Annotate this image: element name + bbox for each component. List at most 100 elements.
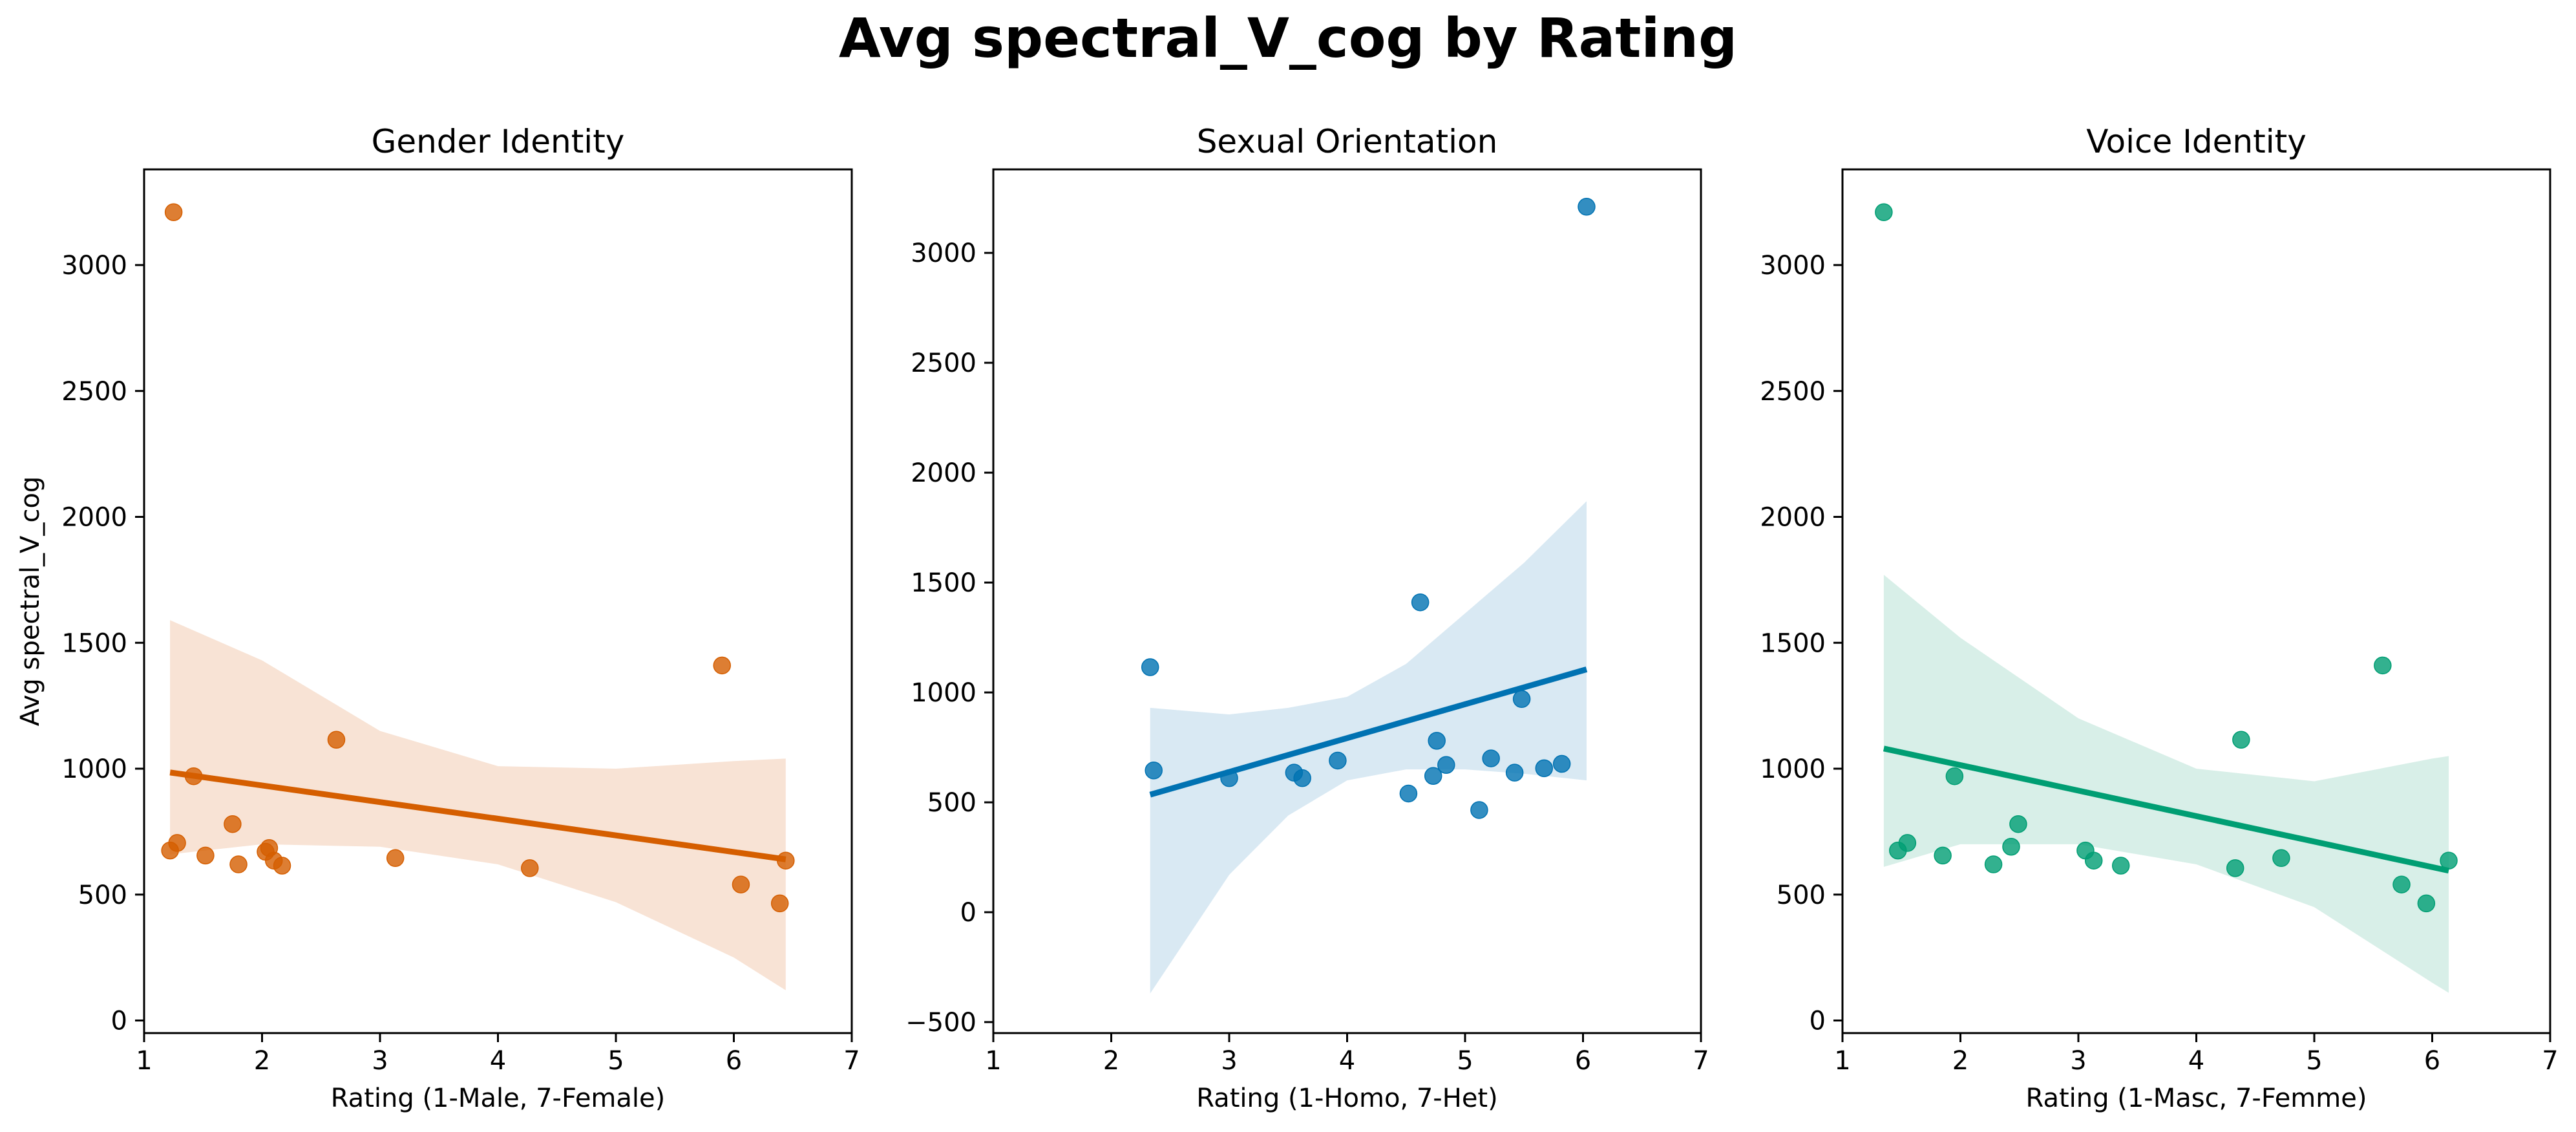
panel-1-trend-line <box>169 769 787 862</box>
panel-3-y-tick-label-0: 0 <box>1810 1007 1826 1036</box>
panel-1-y-tick-label-1000: 1000 <box>61 754 127 784</box>
panel-2-point-18 <box>1578 198 1596 216</box>
panel-1-x-tick-label-5: 5 <box>607 1046 624 1076</box>
panel-1-title: Gender Identity <box>372 123 625 160</box>
panel-1-point-6 <box>224 815 242 833</box>
panel-1-y-tick-label-0: 0 <box>111 1007 127 1036</box>
panel-1-y-tick-label-2500: 2500 <box>61 377 127 407</box>
panel-3-point-3 <box>1898 834 1917 852</box>
panel-3-y-tick-label-1000: 1000 <box>1760 754 1826 784</box>
y-axis-label: Avg spectral_V_cog <box>16 476 45 727</box>
panel-1-point-7 <box>229 855 248 873</box>
panel-3-title: Voice Identity <box>2086 123 2307 160</box>
panel-1-confidence-band <box>170 620 786 990</box>
panel-3-y-tick-label-2000: 2000 <box>1760 503 1826 533</box>
panel-2-point-1 <box>1141 658 1159 676</box>
panel-3-x-tick-label-6: 6 <box>2424 1046 2440 1076</box>
panel-1-x-tick-label-7: 7 <box>843 1046 860 1076</box>
panel-3-point-4 <box>1934 846 1952 865</box>
panel-3-y-tick-label-3000: 3000 <box>1760 251 1826 281</box>
panel-1-x-tick-label-3: 3 <box>372 1046 388 1076</box>
panel-1-point-1 <box>164 203 183 221</box>
panel-2-y-tick-label-1500: 1500 <box>911 568 977 598</box>
panel-1-point-14 <box>521 859 539 877</box>
panel-1-point-16 <box>732 875 750 893</box>
panel-1-point-4 <box>184 767 203 785</box>
panel-2-point-12 <box>1470 801 1488 819</box>
panel-3-point-17 <box>2417 894 2436 913</box>
panel-2-point-16 <box>1535 759 1554 778</box>
panel-1-x-tick-label-2: 2 <box>254 1046 270 1076</box>
panel-2-point-10 <box>1428 732 1446 750</box>
panel-1-x-tick-label-6: 6 <box>726 1046 742 1076</box>
panel-3-point-15 <box>2374 656 2392 675</box>
panel-1-x-axis-label: Rating (1-Male, 7-Female) <box>331 1084 665 1113</box>
panel-2-frame <box>992 168 1702 1034</box>
panel-3-x-tick-label-3: 3 <box>2070 1046 2086 1076</box>
panel-1-y-tick-label-2000: 2000 <box>61 503 127 533</box>
panel-3-point-7 <box>2002 838 2020 856</box>
panel-2-confidence-band <box>1150 501 1587 994</box>
panel-2-point-9 <box>1424 767 1442 785</box>
panel-1-y-tick-label-1500: 1500 <box>61 628 127 658</box>
panel-2-x-tick-label-4: 4 <box>1339 1046 1355 1076</box>
panel-1-x-tick-label-1: 1 <box>136 1046 152 1076</box>
panel-3-point-18 <box>2440 851 2458 870</box>
panel-2-y-tick-label-3000: 3000 <box>911 239 977 268</box>
panel-2-x-tick-label-2: 2 <box>1103 1046 1119 1076</box>
panel-3-point-12 <box>2226 859 2244 877</box>
panel-3-point-16 <box>2392 875 2411 893</box>
panel-2-point-17 <box>1552 754 1571 773</box>
panel-2-y-tick-label-0: 0 <box>960 898 977 928</box>
panel-3-point-14 <box>2272 849 2290 868</box>
figure-title: Avg spectral_V_cog by Rating <box>839 6 1737 70</box>
panel-2-x-tick-label-3: 3 <box>1221 1046 1237 1076</box>
panel-2-x-tick-label-1: 1 <box>985 1046 1001 1076</box>
panel-1-point-5 <box>196 846 215 865</box>
panel-3-point-10 <box>2084 851 2103 870</box>
panel-2-point-15 <box>1512 690 1531 709</box>
panel-2-y-tick-label-1000: 1000 <box>911 678 977 708</box>
panel-2-y-tick-label-2500: 2500 <box>911 348 977 378</box>
panel-2: 1 2 3 4 5 6 7 −500 0 500 1000 1500 2000 2500 3000 Sexua… <box>905 123 1709 1113</box>
panel-3-x-tick-label-1: 1 <box>1834 1046 1850 1076</box>
panel-3-point-5 <box>1945 767 1964 785</box>
panel-3-y-tick-label-500: 500 <box>1777 881 1826 910</box>
panel-2-title: Sexual Orientation <box>1197 123 1498 160</box>
panel-3-point-11 <box>2111 857 2130 875</box>
panel-2-point-13 <box>1482 749 1500 767</box>
panel-2-point-11 <box>1437 756 1455 774</box>
panel-1-point-11 <box>273 857 291 875</box>
panel-3-confidence-band <box>1883 575 2449 993</box>
panel-3-point-8 <box>2009 815 2027 833</box>
panel-3-y-tick-label-2500: 2500 <box>1760 377 1826 407</box>
panel-1: 1 2 3 4 5 6 7 0 500 1000 1500 2000 2500 3000 Gender Id… <box>61 123 860 1113</box>
panel-2-x-axis-label: Rating (1-Homo, 7-Het) <box>1196 1084 1497 1113</box>
panel-3-x-tick-label-5: 5 <box>2306 1046 2322 1076</box>
panel-3-point-1 <box>1875 203 1893 221</box>
panel-1-point-18 <box>777 851 795 870</box>
panel-3-x-tick-label-7: 7 <box>2542 1046 2558 1076</box>
panel-2-y-tick-label-500: 500 <box>927 788 977 818</box>
panel-1-y-tick-label-500: 500 <box>78 881 127 910</box>
panel-1-point-3 <box>168 834 186 852</box>
panel-1-point-13 <box>386 849 405 868</box>
panel-2-point-14 <box>1505 764 1524 782</box>
panel-2-x-tick-label-7: 7 <box>1693 1046 1709 1076</box>
panel-2-x-tick-label-5: 5 <box>1457 1046 1473 1076</box>
panel-2-y-tick-label--500: −500 <box>905 1008 977 1038</box>
panel-3-x-tick-label-4: 4 <box>2188 1046 2204 1076</box>
panel-3-point-6 <box>1984 855 2003 873</box>
panel-2-point-6 <box>1329 751 1347 770</box>
panel-3-x-tick-label-2: 2 <box>1952 1046 1969 1076</box>
panel-3-trend-line <box>1883 745 2450 874</box>
panel-2-point-8 <box>1411 593 1430 612</box>
panel-2-point-7 <box>1399 784 1418 803</box>
panel-3-point-13 <box>2232 731 2250 749</box>
panel-2-x-tick-label-6: 6 <box>1575 1046 1591 1076</box>
panel-1-x-tick-label-4: 4 <box>490 1046 506 1076</box>
panel-3-y-tick-label-1500: 1500 <box>1760 628 1826 658</box>
panel-2-point-3 <box>1220 769 1238 787</box>
